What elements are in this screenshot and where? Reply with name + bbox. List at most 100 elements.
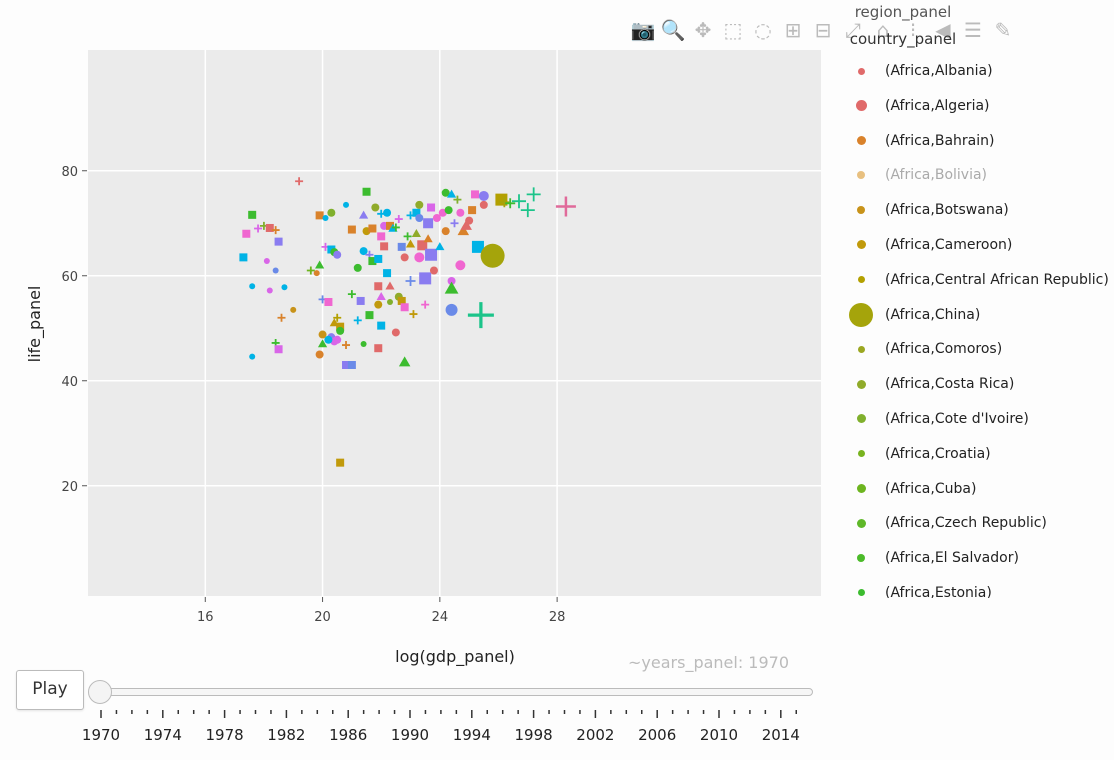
scatter-point[interactable] — [456, 208, 465, 217]
zoom-out-icon[interactable]: ⊟ — [814, 18, 832, 42]
scatter-point[interactable] — [272, 267, 279, 274]
scatter-point[interactable] — [383, 269, 392, 278]
scatter-point[interactable] — [333, 313, 342, 322]
scatter-point[interactable] — [315, 211, 324, 220]
scatter-point[interactable] — [398, 356, 411, 367]
scatter-point[interactable] — [460, 219, 472, 230]
scatter-point[interactable] — [324, 335, 333, 344]
scatter-point[interactable] — [356, 296, 365, 305]
slider-tick-label[interactable]: 1986 — [329, 726, 368, 744]
scatter-point[interactable] — [471, 190, 480, 199]
scatter-point[interactable] — [271, 226, 280, 235]
scatter-point[interactable] — [512, 194, 527, 209]
scatter-point[interactable] — [362, 187, 371, 196]
scatter-point[interactable] — [315, 260, 325, 269]
scatter-point[interactable] — [342, 361, 351, 369]
scatter-point[interactable] — [336, 326, 345, 335]
scatter-point[interactable] — [419, 272, 432, 285]
scatter-point[interactable] — [324, 298, 333, 306]
scatter-point[interactable] — [313, 270, 320, 277]
legend-item[interactable]: (Africa,Croatia) — [838, 437, 1114, 472]
scatter-point[interactable] — [400, 253, 409, 262]
scatter-point[interactable] — [397, 296, 406, 305]
slider-tick-label[interactable]: 2002 — [576, 726, 615, 744]
scatter-point[interactable] — [457, 225, 470, 236]
scatter-point[interactable] — [359, 210, 369, 219]
scatter-point[interactable] — [447, 277, 456, 285]
legend-item[interactable]: (Africa,Czech Republic) — [838, 506, 1114, 541]
scatter-point[interactable] — [377, 321, 386, 330]
year-slider-rail[interactable] — [93, 688, 813, 696]
scatter-point[interactable] — [242, 229, 251, 238]
scatter-point[interactable] — [248, 210, 257, 219]
legend-item[interactable]: (Africa,Cameroon) — [838, 228, 1114, 263]
scatter-point[interactable] — [394, 215, 403, 224]
scatter-point[interactable] — [353, 263, 362, 272]
scatter-point[interactable] — [336, 458, 345, 467]
scatter-point[interactable] — [281, 284, 288, 291]
scatter-point[interactable] — [360, 341, 367, 347]
scatter-point[interactable] — [249, 353, 256, 360]
autoscale-icon[interactable]: ⤢ — [845, 18, 861, 42]
scatter-point[interactable] — [445, 303, 458, 316]
scatter-point[interactable] — [423, 218, 434, 229]
scatter-point[interactable] — [444, 206, 453, 215]
scatter-point[interactable] — [405, 276, 416, 286]
scatter-point[interactable] — [333, 250, 342, 259]
scatter-point[interactable] — [520, 203, 535, 218]
scatter-point[interactable] — [432, 214, 441, 222]
scatter-point[interactable] — [415, 200, 424, 209]
spike-lines-icon[interactable]: ⁝ — [909, 18, 917, 42]
scatter-point[interactable] — [453, 195, 462, 204]
scatter-point[interactable] — [342, 341, 351, 350]
scatter-point[interactable] — [371, 203, 380, 212]
scatter-point[interactable] — [377, 232, 386, 241]
scatter-point[interactable] — [274, 345, 283, 354]
camera-icon[interactable]: 📷 — [630, 18, 656, 42]
legend-item[interactable]: (Africa,Comoros) — [838, 332, 1114, 367]
slider-tick-label[interactable]: 1998 — [514, 726, 553, 744]
scatter-point[interactable] — [239, 253, 248, 262]
pan-icon[interactable]: ✥ — [694, 18, 712, 42]
hover-compare-icon[interactable]: ☰ — [964, 18, 982, 42]
scatter-point[interactable] — [444, 281, 459, 294]
scatter-point[interactable] — [450, 219, 459, 228]
legend-item[interactable]: (Africa,Botswana) — [838, 193, 1114, 228]
slider-tick-label[interactable]: 1982 — [267, 726, 306, 744]
scatter-point[interactable] — [317, 339, 328, 348]
scatter-point[interactable] — [368, 257, 377, 266]
zoom-in-icon[interactable]: ⊞ — [784, 18, 802, 42]
hover-closest-icon[interactable]: ◀ — [935, 18, 951, 42]
scatter-point[interactable] — [403, 232, 412, 241]
scatter-point[interactable] — [465, 216, 474, 225]
scatter-point[interactable] — [479, 200, 488, 209]
scatter-point[interactable] — [380, 242, 389, 251]
play-button[interactable]: Play — [16, 670, 84, 710]
legend-item[interactable]: (Africa,Bahrain) — [838, 124, 1114, 159]
scatter-point[interactable] — [415, 214, 424, 222]
scatter-point[interactable] — [391, 223, 400, 232]
scatter-point[interactable] — [391, 328, 400, 337]
legend-item[interactable]: (Africa,Cuba) — [838, 472, 1114, 507]
slider-tick-label[interactable]: 2014 — [761, 726, 800, 744]
legend-item[interactable]: (Africa,Costa Rica) — [838, 367, 1114, 402]
scatter-point[interactable] — [374, 254, 383, 263]
scatter-point[interactable] — [423, 234, 433, 243]
scatter-point[interactable] — [353, 316, 362, 325]
scatter-point[interactable] — [385, 221, 394, 230]
scatter-point[interactable] — [263, 258, 270, 265]
reset-axes-icon[interactable]: ⌂ — [876, 18, 890, 42]
slider-tick-label[interactable]: 1970 — [81, 726, 121, 744]
scatter-point[interactable] — [400, 303, 409, 312]
scatter-point[interactable] — [383, 208, 392, 217]
scatter-point[interactable] — [468, 206, 477, 215]
scatter-point[interactable] — [368, 224, 377, 233]
scatter-point[interactable] — [347, 290, 356, 299]
scatter-point[interactable] — [318, 330, 327, 339]
scatter-point[interactable] — [343, 201, 350, 208]
scatter-point[interactable] — [290, 306, 297, 313]
scatter-point[interactable] — [333, 335, 342, 344]
scatter-point[interactable] — [455, 260, 466, 271]
legend-item[interactable]: (Africa,Central African Republic) — [838, 263, 1114, 298]
scatter-point[interactable] — [467, 302, 494, 329]
